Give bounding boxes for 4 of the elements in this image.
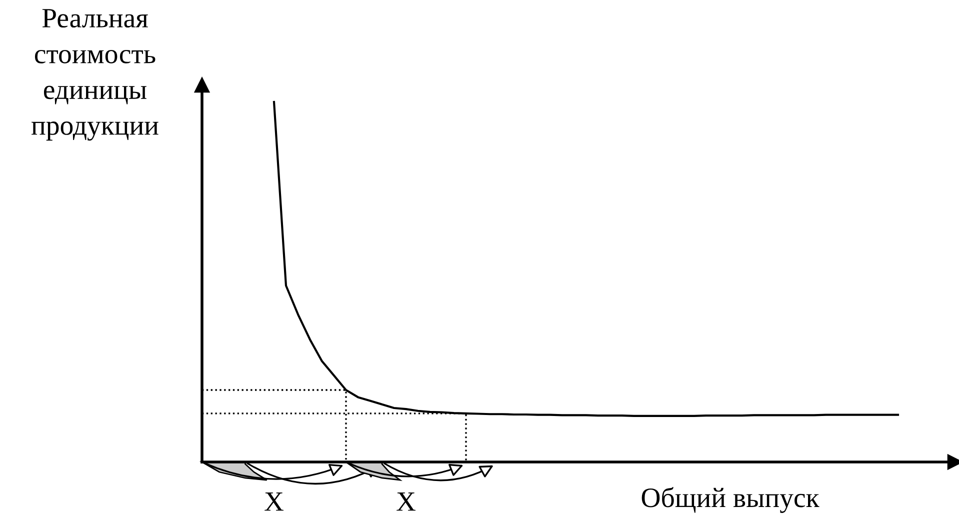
text: X <box>264 492 284 511</box>
y-axis-title: Реальная стоимость единицы продукции <box>32 9 158 141</box>
x-axis-title: Общий выпуск <box>642 487 820 513</box>
text: X <box>396 492 416 511</box>
